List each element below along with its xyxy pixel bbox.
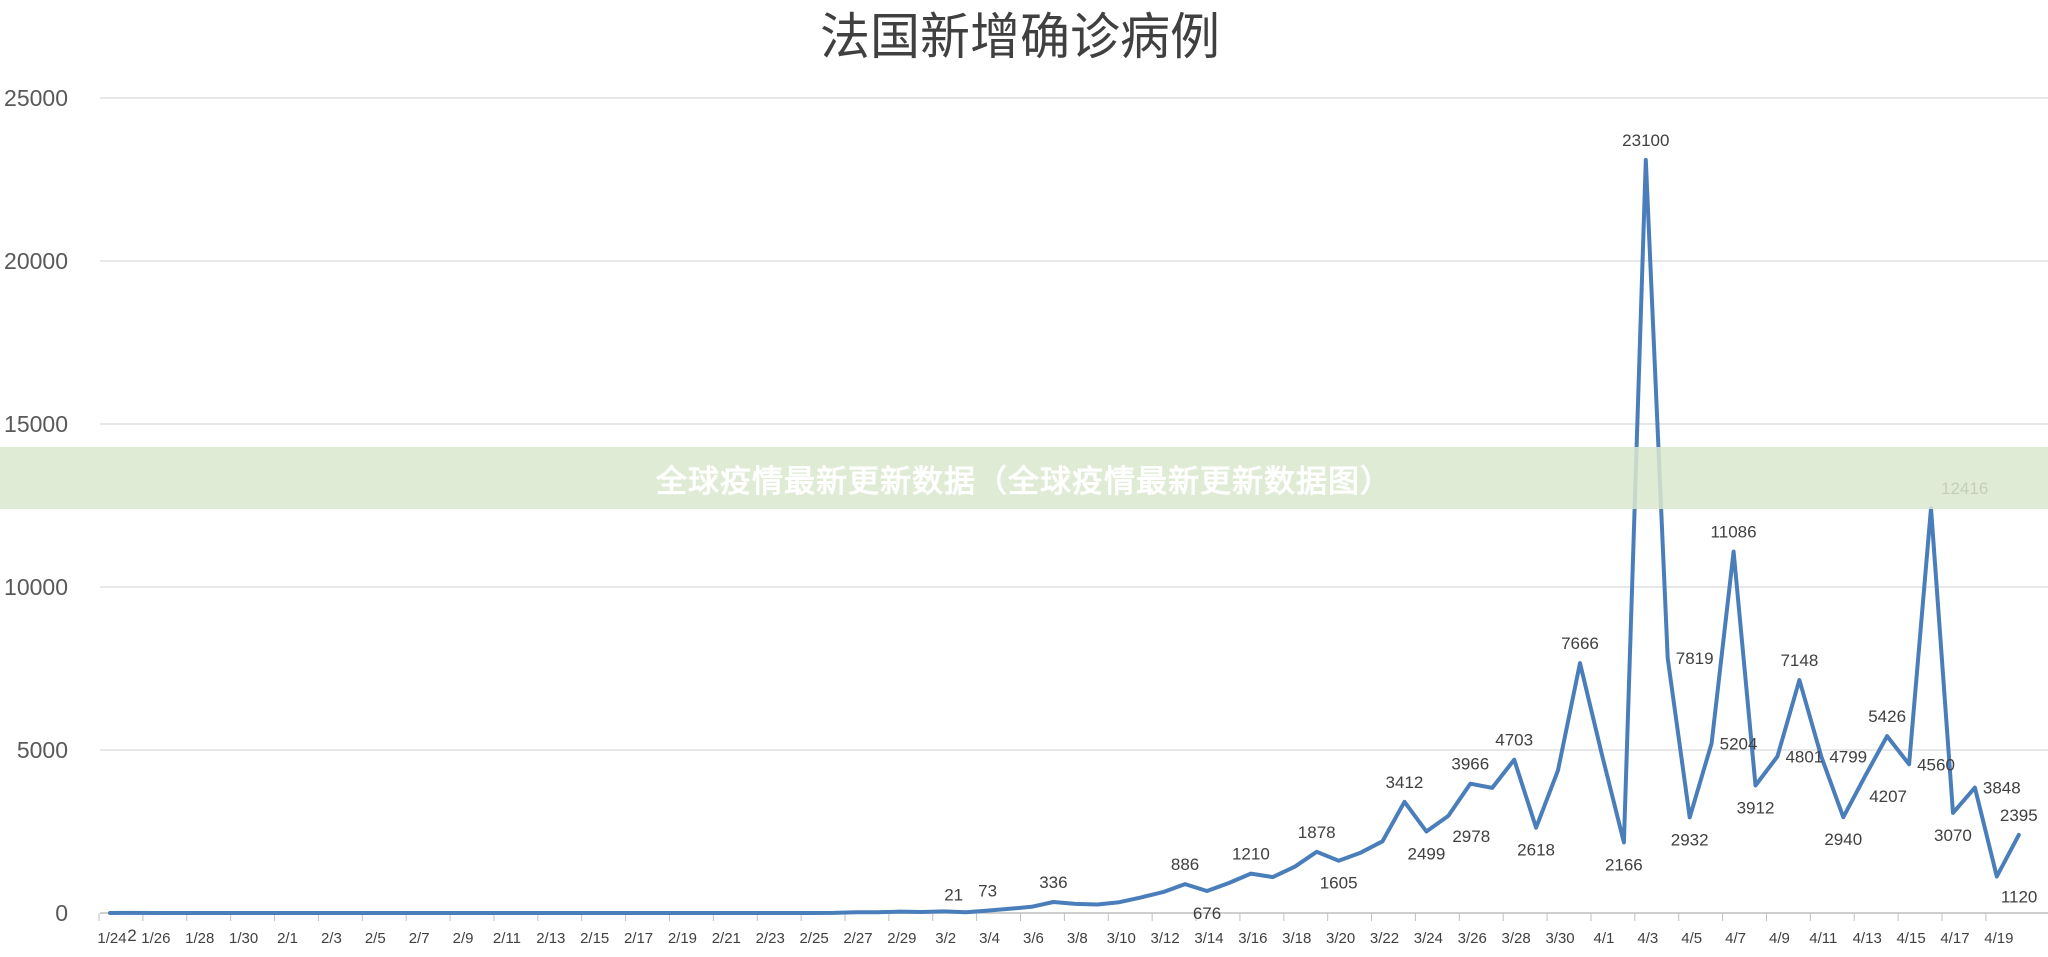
x-tick-label: 3/6 bbox=[1023, 930, 1044, 947]
x-tick-label: 2/13 bbox=[536, 930, 565, 947]
x-tick-label: 3/4 bbox=[979, 930, 1000, 947]
x-tick-label: 3/8 bbox=[1067, 930, 1088, 947]
x-tick-label: 2/17 bbox=[624, 930, 653, 947]
x-tick-label: 3/26 bbox=[1458, 930, 1487, 947]
data-label: 3966 bbox=[1451, 755, 1489, 774]
x-tick-label: 4/11 bbox=[1809, 930, 1837, 947]
x-tick-label: 3/12 bbox=[1151, 930, 1180, 947]
data-label: 1210 bbox=[1232, 845, 1270, 864]
x-tick-label: 2/1 bbox=[277, 930, 298, 947]
x-tick-label: 3/20 bbox=[1326, 930, 1355, 947]
x-tick-label: 2/3 bbox=[321, 930, 342, 947]
x-tick-label: 2/27 bbox=[843, 930, 872, 947]
x-tick-label: 2/23 bbox=[756, 930, 785, 947]
data-label: 2932 bbox=[1671, 830, 1709, 849]
data-label: 2940 bbox=[1824, 830, 1862, 849]
y-tick-label: 15000 bbox=[4, 411, 68, 437]
series-line-new-cases bbox=[108, 157, 2021, 915]
x-tick-label: 2/15 bbox=[580, 930, 609, 947]
data-label: 5204 bbox=[1720, 734, 1758, 753]
data-label: 886 bbox=[1171, 855, 1199, 874]
data-label: 676 bbox=[1193, 904, 1221, 923]
x-axis: 1/24 1/26 1/28 1/30 2/1 2/3 2/5 2/7 2/9 2/11 2/13 2… bbox=[97, 913, 2013, 947]
series bbox=[108, 157, 2021, 915]
x-tick-label: 4/13 bbox=[1853, 930, 1882, 947]
data-label: 4207 bbox=[1869, 787, 1907, 806]
data-label: 7148 bbox=[1780, 651, 1818, 670]
x-tick-label: 3/10 bbox=[1107, 930, 1136, 947]
data-label: 2618 bbox=[1517, 841, 1555, 860]
y-tick-label: 10000 bbox=[4, 574, 68, 600]
data-label: 3912 bbox=[1737, 798, 1775, 817]
data-label: 2499 bbox=[1407, 845, 1445, 864]
data-label: 3848 bbox=[1983, 779, 2021, 798]
data-label: 2166 bbox=[1605, 855, 1643, 874]
data-label: 7819 bbox=[1676, 649, 1714, 668]
data-label: 4703 bbox=[1495, 731, 1533, 750]
data-label: 73 bbox=[978, 882, 997, 901]
data-label: 7666 bbox=[1561, 634, 1599, 653]
x-tick-label: 3/18 bbox=[1282, 930, 1311, 947]
data-label: 5426 bbox=[1868, 707, 1906, 726]
data-labels: 2 21 73 336 886 676 1210 1878 1605 3412 2499 2978 39… bbox=[127, 131, 2037, 945]
x-tick-label: 3/16 bbox=[1238, 930, 1267, 947]
x-tick-label: 4/9 bbox=[1769, 930, 1790, 947]
data-label: 336 bbox=[1039, 873, 1067, 892]
x-tick-label: 4/3 bbox=[1637, 930, 1658, 947]
x-tick-label: 2/5 bbox=[365, 930, 386, 947]
banner-text: 全球疫情最新更新数据（全球疫情最新更新数据图） bbox=[656, 463, 1392, 500]
x-tick-label: 1/30 bbox=[229, 930, 258, 947]
data-label: 4560 bbox=[1917, 755, 1955, 774]
x-tick-label: 4/5 bbox=[1681, 930, 1702, 947]
x-tick-label: 1/24 bbox=[97, 930, 126, 947]
chart-title: 法国新增确诊病例 bbox=[820, 8, 1220, 66]
x-tick-label: 3/30 bbox=[1545, 930, 1574, 947]
x-tick-label: 2/9 bbox=[453, 930, 474, 947]
data-label: 23100 bbox=[1622, 131, 1669, 150]
data-label: 1120 bbox=[2001, 887, 2038, 906]
x-tick-label: 4/1 bbox=[1593, 930, 1614, 947]
x-tick-label: 3/24 bbox=[1414, 930, 1443, 947]
data-label: 3070 bbox=[1934, 826, 1972, 845]
data-label: 2395 bbox=[2000, 806, 2038, 825]
x-tick-label: 2/7 bbox=[409, 930, 430, 947]
x-tick-label: 3/22 bbox=[1370, 930, 1399, 947]
data-label: 3412 bbox=[1386, 773, 1424, 792]
x-tick-label: 4/19 bbox=[1984, 930, 2013, 947]
x-tick-label: 2/29 bbox=[887, 930, 916, 947]
data-label: 21 bbox=[944, 885, 963, 904]
x-tick-label: 2/25 bbox=[799, 930, 828, 947]
y-tick-label: 25000 bbox=[4, 85, 68, 111]
overlay-banner: 全球疫情最新更新数据（全球疫情最新更新数据图） bbox=[0, 447, 2048, 509]
x-tick-label: 3/2 bbox=[935, 930, 956, 947]
x-tick-label: 1/26 bbox=[141, 930, 170, 947]
y-tick-label: 0 bbox=[55, 900, 68, 926]
x-tick-label: 3/14 bbox=[1194, 930, 1223, 947]
data-label: 4799 bbox=[1829, 748, 1867, 767]
x-tick-label: 2/21 bbox=[712, 930, 741, 947]
x-tick-label: 4/15 bbox=[1896, 930, 1925, 947]
x-tick-label: 4/7 bbox=[1725, 930, 1746, 947]
y-tick-label: 5000 bbox=[17, 737, 68, 763]
x-tick-label: 1/28 bbox=[185, 930, 214, 947]
data-label: 4801 bbox=[1785, 747, 1823, 766]
data-label: 1605 bbox=[1320, 874, 1358, 893]
data-label: 2 bbox=[127, 926, 136, 945]
x-tick-label: 3/28 bbox=[1502, 930, 1531, 947]
data-label: 2978 bbox=[1452, 827, 1490, 846]
data-label: 11086 bbox=[1711, 523, 1757, 542]
x-tick-label: 4/17 bbox=[1940, 930, 1969, 947]
y-tick-label: 20000 bbox=[4, 248, 68, 274]
data-label: 1878 bbox=[1298, 823, 1336, 842]
x-tick-label: 2/19 bbox=[668, 930, 697, 947]
x-tick-label: 2/11 bbox=[493, 930, 521, 947]
y-axis: 0 5000 10000 15000 20000 25000 bbox=[4, 85, 68, 926]
